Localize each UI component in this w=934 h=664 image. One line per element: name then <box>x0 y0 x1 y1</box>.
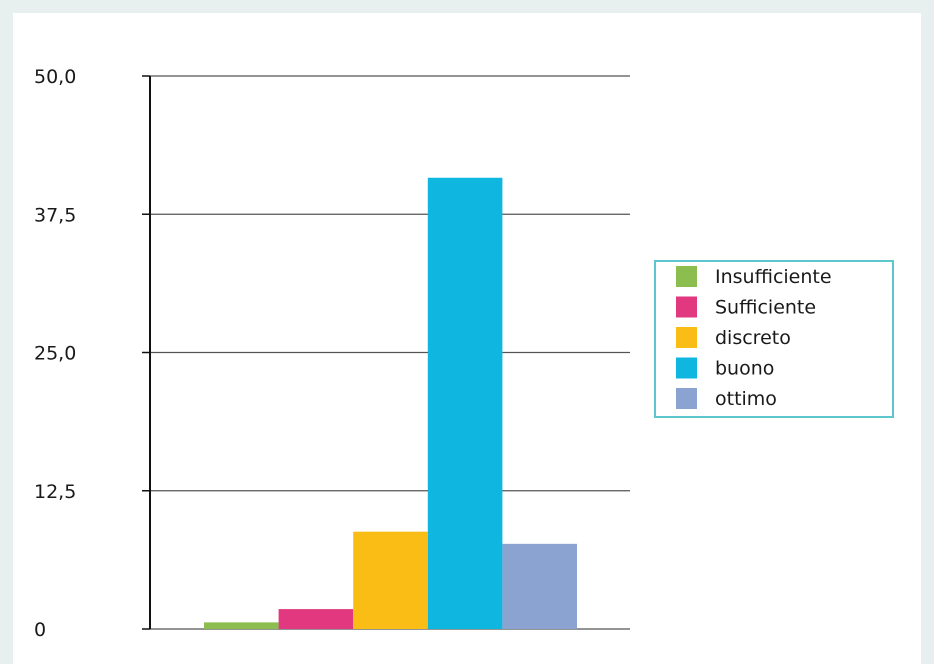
legend-label: Insufficiente <box>715 266 832 288</box>
bar-discreto <box>353 532 428 629</box>
bar-insufficiente <box>204 622 279 629</box>
legend-swatch <box>676 297 697 318</box>
bar-ottimo <box>502 544 577 629</box>
y-tick-label: 37,5 <box>34 204 76 226</box>
legend-label: discreto <box>715 327 791 349</box>
y-axis: 0 12,5 25,0 37,5 50,0 <box>34 66 150 641</box>
legend-swatch <box>676 388 697 409</box>
y-tick-label: 0 <box>34 619 46 641</box>
y-tick-label: 50,0 <box>34 66 76 88</box>
bar-sufficiente <box>279 609 354 629</box>
bars <box>204 178 577 629</box>
bar-buono <box>428 178 503 629</box>
y-tick-label: 25,0 <box>34 343 76 365</box>
legend-swatch <box>676 266 697 287</box>
legend-label: ottimo <box>715 388 777 410</box>
legend-label: Sufficiente <box>715 297 816 319</box>
legend-swatch <box>676 358 697 379</box>
legend-label: buono <box>715 358 774 380</box>
legend: Insufficiente Sufficiente discreto buono ott… <box>655 261 893 417</box>
y-tick-label: 12,5 <box>34 481 76 503</box>
legend-swatch <box>676 327 697 348</box>
